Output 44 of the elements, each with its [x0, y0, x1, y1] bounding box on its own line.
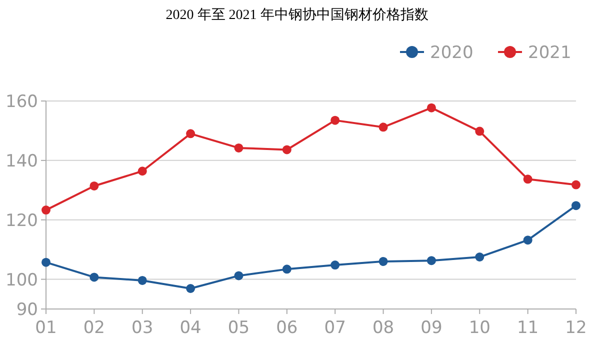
point: [42, 206, 50, 215]
point: [282, 145, 292, 154]
point: [234, 143, 244, 152]
point: [138, 276, 147, 285]
x-tick-label: 09: [420, 318, 442, 338]
y-tick-label: 90: [16, 300, 38, 320]
y-tick-label: 120: [6, 210, 38, 231]
point: [378, 256, 388, 266]
point: [186, 129, 196, 138]
x-tick-label: 07: [324, 318, 346, 338]
x-tick-label: 02: [83, 318, 105, 338]
legend-label: 2020: [430, 43, 474, 63]
x-tick-label: 10: [468, 318, 490, 338]
x-tick-label: 03: [132, 318, 154, 338]
point: [475, 252, 484, 262]
point: [523, 174, 532, 184]
x-tick-label: 04: [180, 318, 202, 338]
point: [572, 180, 580, 190]
x-tick-label: 01: [35, 318, 57, 338]
point: [572, 201, 580, 210]
point: [282, 264, 292, 274]
chart-title: 2020 年至 2021 年中钢协中国钢材价格指数: [166, 7, 428, 23]
y-tick-label: 160: [6, 92, 38, 112]
point: [378, 122, 388, 132]
x-tick-label: 12: [565, 318, 587, 338]
point: [90, 181, 99, 190]
x-tick-label: 11: [517, 318, 539, 338]
point: [426, 256, 436, 266]
point: [426, 103, 436, 112]
point: [330, 260, 340, 270]
point: [475, 126, 484, 136]
legend-label: 2021: [528, 43, 572, 63]
x-tick-label: 05: [228, 318, 250, 338]
x-tick-label: 06: [276, 318, 298, 338]
y-tick-label: 140: [6, 151, 38, 172]
point: [42, 258, 50, 267]
x-tick-label: 08: [372, 318, 394, 338]
point: [330, 116, 340, 125]
point: [138, 166, 147, 176]
point: [90, 272, 99, 282]
point: [234, 271, 244, 280]
y-tick-label: 100: [6, 270, 38, 290]
point: [523, 236, 532, 245]
point: [186, 284, 196, 293]
